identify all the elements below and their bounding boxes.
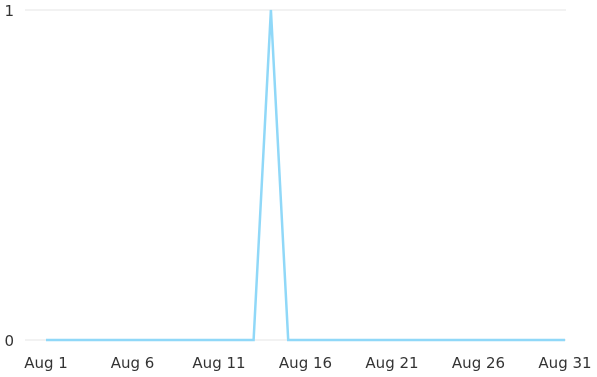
x-tick-label: Aug 21 [365,354,418,372]
y-tick-label: 1 [4,2,14,20]
x-tick-label: Aug 6 [111,354,155,372]
series-lines [46,9,565,342]
y-axis-tick-labels: 01 [4,2,14,350]
series-line-0 [46,9,565,342]
x-tick-label: Aug 1 [24,354,68,372]
x-tick-label: Aug 31 [538,354,591,372]
x-axis-tick-labels: Aug 1 Aug 6 Aug 11 Aug 16 Aug 21 Aug 26 Aug 31 [24,354,591,372]
y-tick-label: 0 [4,332,14,350]
x-tick-label: Aug 16 [279,354,332,372]
gridlines [25,9,566,341]
x-tick-label: Aug 26 [452,354,505,372]
x-tick-label: Aug 11 [192,354,245,372]
